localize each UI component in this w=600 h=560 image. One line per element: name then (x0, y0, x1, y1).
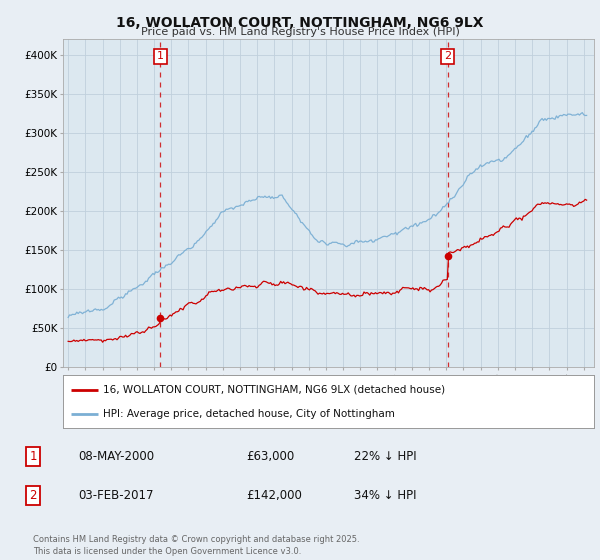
Text: HPI: Average price, detached house, City of Nottingham: HPI: Average price, detached house, City… (103, 409, 395, 419)
Text: 03-FEB-2017: 03-FEB-2017 (78, 489, 154, 502)
Text: £142,000: £142,000 (246, 489, 302, 502)
Text: Price paid vs. HM Land Registry's House Price Index (HPI): Price paid vs. HM Land Registry's House … (140, 27, 460, 37)
Text: 2: 2 (29, 489, 37, 502)
Text: 16, WOLLATON COURT, NOTTINGHAM, NG6 9LX: 16, WOLLATON COURT, NOTTINGHAM, NG6 9LX (116, 16, 484, 30)
Text: 1: 1 (29, 450, 37, 463)
Text: 16, WOLLATON COURT, NOTTINGHAM, NG6 9LX (detached house): 16, WOLLATON COURT, NOTTINGHAM, NG6 9LX … (103, 385, 445, 395)
Text: 1: 1 (157, 52, 164, 62)
Text: 34% ↓ HPI: 34% ↓ HPI (354, 489, 416, 502)
Text: 22% ↓ HPI: 22% ↓ HPI (354, 450, 416, 463)
Text: 2: 2 (444, 52, 451, 62)
Text: Contains HM Land Registry data © Crown copyright and database right 2025.
This d: Contains HM Land Registry data © Crown c… (33, 535, 359, 556)
Text: £63,000: £63,000 (246, 450, 294, 463)
Text: 08-MAY-2000: 08-MAY-2000 (78, 450, 154, 463)
